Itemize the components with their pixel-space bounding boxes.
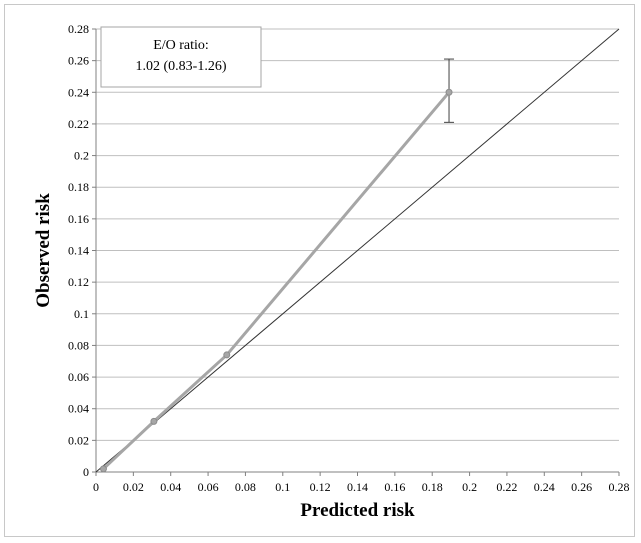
data-point-3 [445,88,453,96]
axes [92,28,620,476]
y-tick-label-5: 0.1 [74,307,89,321]
annotation-box: E/O ratio: 1.02 (0.83-1.26) [100,26,262,88]
y-tick-label-0: 0 [83,465,89,479]
y-tick-label-8: 0.16 [68,212,89,226]
x-axis-title: Predicted risk [300,500,415,521]
y-tick-label-12: 0.24 [68,85,89,99]
x-tick-label-14: 0.28 [609,480,630,494]
data-point-2 [223,351,231,359]
tick-labels: 0 0.02 0.04 0.06 0.08 0.1 0.12 0.14 0.16 0.18 0.2 0… [68,22,630,494]
x-tick-label-6: 0.12 [310,480,331,494]
x-tick-label-13: 0.26 [571,480,592,494]
grid-lines [96,28,619,441]
y-tick-label-10: 0.2 [74,149,89,163]
series-layer [95,28,620,473]
x-tick-label-0: 0 [93,480,99,494]
reference-line [95,28,620,473]
annotation-line-0: E/O ratio: [153,38,209,53]
chart-frame: 0 0.02 0.04 0.06 0.08 0.1 0.12 0.14 0.16 0.18 0.2 0… [4,4,635,537]
y-tick-label-4: 0.08 [68,338,89,352]
calibration-chart: 0 0.02 0.04 0.06 0.08 0.1 0.12 0.14 0.16 0.18 0.2 0… [33,22,630,521]
x-tick-label-8: 0.16 [384,480,405,494]
y-tick-label-13: 0.26 [68,54,89,68]
x-tick-label-2: 0.04 [160,480,181,494]
x-tick-label-10: 0.2 [462,480,477,494]
y-axis-title: Observed risk [33,193,54,308]
annotation-line-1: 1.02 (0.83-1.26) [136,59,227,74]
x-tick-label-9: 0.18 [422,480,443,494]
x-tick-label-7: 0.14 [347,480,368,494]
y-tick-label-1: 0.02 [68,433,89,447]
y-tick-label-9: 0.18 [68,180,89,194]
y-tick-label-2: 0.04 [68,402,89,416]
x-tick-label-12: 0.24 [534,480,555,494]
y-tick-label-14: 0.28 [68,22,89,36]
y-tick-label-3: 0.06 [68,370,89,384]
x-tick-label-3: 0.06 [198,480,219,494]
x-tick-label-5: 0.1 [275,480,290,494]
data-point-1 [150,417,158,425]
x-tick-label-1: 0.02 [123,480,144,494]
series-line-0 [102,91,451,470]
y-tick-label-11: 0.22 [68,117,89,131]
data-point-0 [99,465,107,473]
x-tick-label-11: 0.22 [496,480,517,494]
y-tick-label-7: 0.14 [68,244,89,258]
y-tick-label-6: 0.12 [68,275,89,289]
annotation-frame [100,26,262,88]
x-tick-label-4: 0.08 [235,480,256,494]
